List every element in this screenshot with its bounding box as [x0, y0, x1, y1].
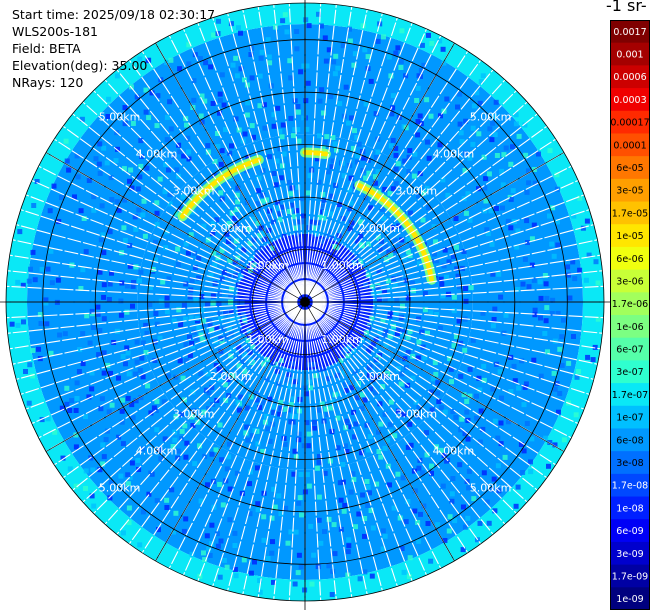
ring-label: 3.00km: [396, 407, 438, 420]
colorbar-tick-label: 1e-09: [616, 594, 643, 605]
colorbar: 0.0017 0.001 0.0006 0.0003 0.00017 0.0001 6e-0…: [610, 20, 650, 610]
colorbar-swatch: [610, 587, 650, 610]
ring-label: 4.00km: [136, 444, 178, 457]
ring-label: 4.00km: [433, 148, 475, 161]
ring-label: 4.00km: [136, 148, 178, 161]
azimuth-spoke: [304, 301, 565, 452]
range-ring-labels: 1.00km 1.00km 1.00km 1.00km 2.00km 2.00km 2.00…: [99, 111, 512, 495]
colorbar-tick-label: 1.7e-05: [612, 208, 648, 219]
feature-core: [302, 150, 329, 157]
colorbar-tick-label: 1.7e-09: [612, 571, 648, 582]
ring-label: 1.00km: [247, 333, 289, 346]
ring-label: 1.00km: [321, 333, 363, 346]
colorbar-swatch: [610, 65, 650, 89]
scan-info-panel: Start time: 2025/09/18 02:30:17 WLS200s-…: [12, 6, 215, 91]
colorbar-swatch: [610, 269, 650, 293]
ring-label: 3.00km: [173, 185, 215, 198]
colorbar-tick-label: 0.0001: [613, 140, 646, 151]
azimuth-spoke: [304, 42, 455, 303]
colorbar-swatch: [610, 405, 650, 430]
ring-label: 5.00km: [99, 111, 141, 124]
colorbar-tick-label: 1.7e-06: [612, 299, 648, 310]
azimuth-spoke: [155, 301, 306, 562]
ray-gaps: [6, 3, 604, 601]
colorbar-swatch: [610, 20, 650, 44]
nrays-text: NRays: 120: [12, 75, 84, 90]
colorbar-tick-label: 1.7e-08: [612, 481, 648, 492]
colorbar-swatch: [610, 224, 650, 248]
colorbar-tick-label: 3e-07: [616, 367, 643, 378]
range-region: [137, 134, 473, 470]
colorbar-swatch: [610, 519, 650, 543]
colorbar-tick-label: 3e-05: [616, 186, 643, 197]
feature-core: [180, 157, 262, 219]
ring-label: 2.00km: [210, 222, 252, 235]
colorbar-tick-label: 0.0006: [613, 72, 646, 83]
colorbar-swatch: [610, 428, 650, 452]
azimuth-spoke: [45, 152, 306, 303]
colorbar-tick-label: 0.0003: [613, 95, 646, 106]
colorbar-swatch: [610, 541, 650, 566]
colorbar-swatch: [610, 292, 650, 316]
ring-label: 5.00km: [470, 111, 512, 124]
ring-label: 1.00km: [247, 259, 289, 272]
colorbar-tick-label: 6e-06: [616, 254, 643, 265]
ring-label: 2.00km: [358, 370, 400, 383]
colorbar-tick-label: 0.0017: [613, 27, 646, 38]
colorbar-swatch: [610, 451, 650, 475]
colorbar-swatch: [610, 383, 650, 407]
feature-core: [356, 183, 435, 283]
colorbar-swatch: [610, 133, 650, 157]
colorbar-swatch: [610, 110, 650, 135]
colorbar-tick-label: 3e-06: [616, 276, 643, 287]
colorbar-title: -1 sr-: [606, 0, 647, 15]
azimuth-spoke: [304, 152, 565, 303]
elevation-text: Elevation(deg): 35.00: [12, 58, 148, 73]
colorbar-tick-label: 1e-07: [616, 413, 643, 424]
colorbar-swatch: [610, 337, 650, 361]
colorbar-tick-label: 3e-08: [616, 458, 643, 469]
colorbar-tick-label: 6e-08: [616, 435, 643, 446]
ring-label: 5.00km: [99, 482, 141, 495]
ring-label: 1.00km: [321, 259, 363, 272]
instrument-text: WLS200s-181: [12, 24, 98, 39]
ring-label: 4.00km: [433, 444, 475, 457]
colorbar-tick-label: 1.7e-07: [612, 390, 648, 401]
colorbar-swatch: [610, 564, 650, 588]
colorbar-swatch: [610, 473, 650, 498]
colorbar-swatch: [610, 360, 650, 384]
colorbar-swatch: [610, 201, 650, 225]
colorbar-swatch: [610, 42, 650, 66]
colorbar-tick-label: 1e-05: [616, 231, 643, 242]
start-time-text: Start time: 2025/09/18 02:30:17: [12, 7, 216, 22]
colorbar-tick-label: 0.00017: [610, 118, 649, 129]
colorbar-swatch: [610, 178, 650, 203]
colorbar-tick-label: 3e-09: [616, 549, 643, 560]
azimuth-spoke: [45, 301, 306, 452]
center-marker: [300, 297, 310, 307]
range-grid: [0, 0, 610, 610]
colorbar-tick-label: 1e-06: [616, 322, 643, 333]
azimuth-spoke: [304, 301, 455, 562]
ring-label: 3.00km: [173, 407, 215, 420]
field-text: Field: BETA: [12, 41, 81, 56]
ring-label: 3.00km: [396, 185, 438, 198]
colorbar-swatch: [610, 156, 650, 180]
ring-label: 5.00km: [470, 482, 512, 495]
colorbar-tick-label: 1e-08: [616, 503, 643, 514]
ring-label: 2.00km: [210, 370, 252, 383]
colorbar-swatch: [610, 88, 650, 112]
colorbar-swatch: [610, 246, 650, 271]
colorbar-tick-label: 0.001: [616, 50, 643, 61]
azimuth-spoke: [155, 42, 306, 303]
colorbar-tick-label: 6e-05: [616, 163, 643, 174]
colorbar-swatch: [610, 315, 650, 339]
colorbar-tick-label: 6e-07: [616, 345, 643, 356]
colorbar-tick-label: 6e-09: [616, 526, 643, 537]
ring-label: 2.00km: [358, 222, 400, 235]
colorbar-swatch: [610, 496, 650, 520]
